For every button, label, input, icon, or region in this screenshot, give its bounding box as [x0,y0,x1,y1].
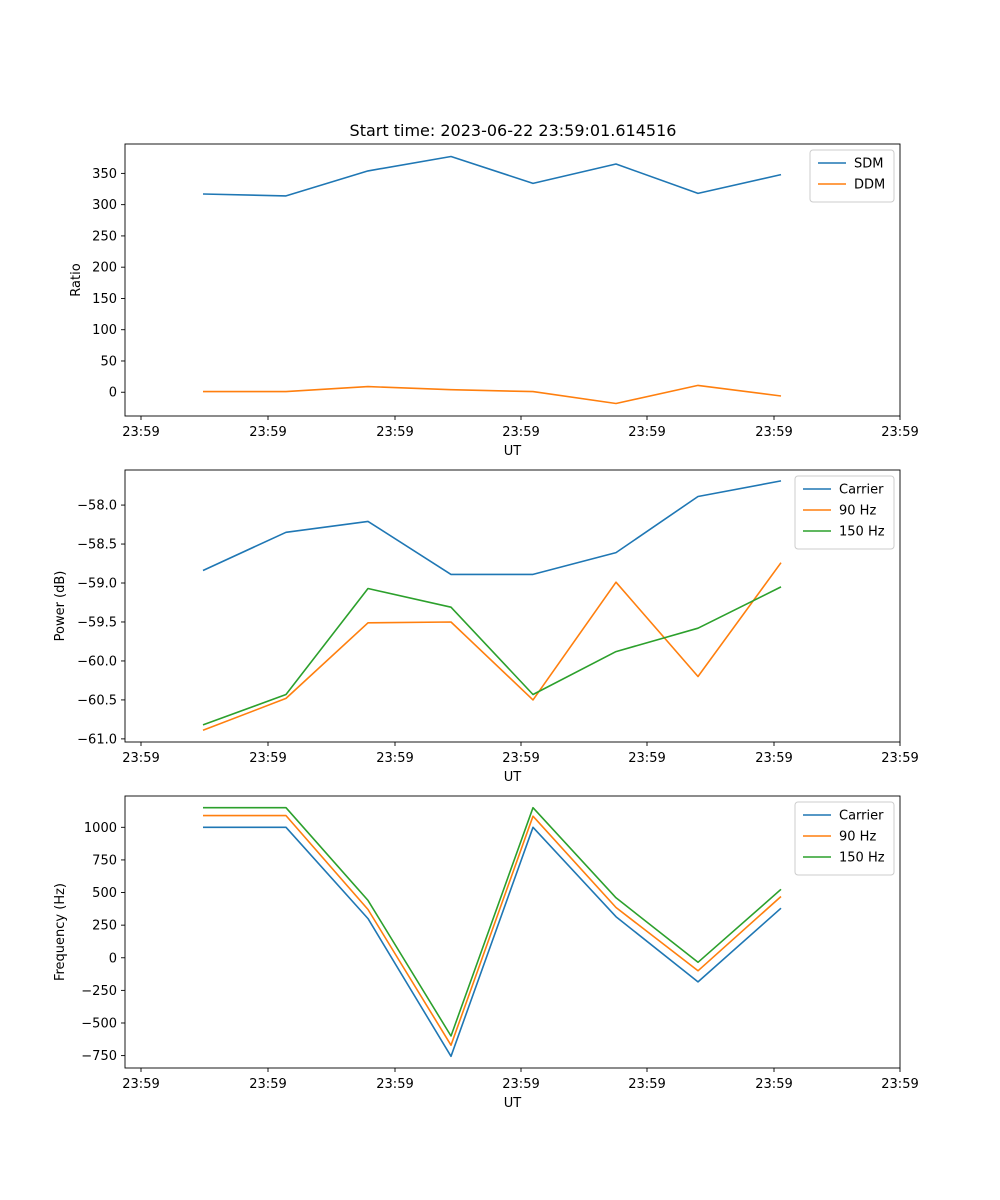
x-tick-label: 23:59 [376,1077,413,1092]
series-line-150-hz [203,806,782,1037]
plot-frame [124,469,901,743]
y-axis-label: Frequency (Hz) [53,883,68,981]
legend: Carrier 90 Hz 150 Hz [794,475,895,550]
y-tick-label: 150 [92,292,117,307]
series-line-150-hz [202,586,782,726]
y-tick-label: 300 [92,198,117,213]
y-tick-label: 100 [92,323,117,338]
y-tick-label: 350 [92,167,117,182]
y-tick-label: 0 [109,386,117,401]
series-line-90-hz [202,562,782,732]
y-tick-label: 250 [92,919,117,934]
x-tick-label: 23:59 [755,1077,792,1092]
x-tick-label: 23:59 [376,751,413,766]
x-tick-label: 23:59 [122,751,159,766]
y-tick-label: 500 [92,886,117,901]
x-tick-label: 23:59 [881,1077,918,1092]
y-tick-label: −60.0 [77,654,117,669]
chart-panel-3: −750 −500 −250 0 250 500 750 1000 23:59 23:59 23:5… [53,795,919,1111]
legend-label: 150 Hz [839,851,885,866]
x-tick-label: 23:59 [502,751,539,766]
x-tick-label: 23:59 [628,1077,665,1092]
x-axis-label: UT [504,770,522,785]
x-axis-label: UT [504,444,522,459]
legend-label: Carrier [839,483,884,498]
y-tick-label: 50 [100,354,117,369]
y-tick-label: −61.0 [77,732,117,747]
legend-label: 90 Hz [839,830,876,845]
legend: Carrier 90 Hz 150 Hz [794,801,895,876]
y-tick-label: −250 [81,984,117,999]
figure-title: Start time: 2023-06-22 23:59:01.614516 [350,121,677,140]
series-line-carrier [203,826,782,1058]
x-tick-label: 23:59 [249,751,286,766]
x-axis-label: UT [504,1096,522,1111]
legend-label: DDM [854,178,885,193]
x-tick-label: 23:59 [249,1077,286,1092]
y-tick-label: 250 [92,229,117,244]
y-tick-label: −750 [81,1049,117,1064]
x-tick-label: 23:59 [249,425,286,440]
legend-label: Carrier [839,809,884,824]
legend-label: 90 Hz [839,504,876,519]
y-tick-label: 0 [109,951,117,966]
y-tick-label: −59.0 [77,577,117,592]
x-tick-label: 23:59 [502,1077,539,1092]
x-tick-label: 23:59 [628,751,665,766]
legend-label: 150 Hz [839,525,885,540]
x-tick-label: 23:59 [628,425,665,440]
series-line-carrier [202,480,782,576]
x-tick-label: 23:59 [376,425,413,440]
x-tick-label: 23:59 [755,751,792,766]
y-tick-label: 200 [92,261,117,276]
chart-panel-2: −61.0 −60.5 −60.0 −59.5 −59.0 −58.5 −58.0 23:59… [53,469,919,785]
x-tick-label: 23:59 [502,425,539,440]
series-line-sdm [202,155,782,197]
y-tick-label: −58.0 [77,499,117,514]
x-tick-label: 23:59 [881,425,918,440]
x-tick-label: 23:59 [122,1077,159,1092]
series-line-ddm [203,384,782,405]
y-tick-label: 1000 [84,821,117,836]
x-tick-label: 23:59 [881,751,918,766]
legend-label: SDM [854,157,883,172]
x-tick-label: 23:59 [122,425,159,440]
series-line-90-hz [203,814,782,1046]
chart-panels: 0 50 100 150 200 250 300 350 23:59 23:59 23:59 23:5… [53,143,919,1111]
plot-frame [124,795,901,1069]
y-tick-label: −60.5 [77,693,117,708]
y-axis-label: Power (dB) [53,571,68,642]
x-tick-label: 23:59 [755,425,792,440]
y-tick-label: 750 [92,853,117,868]
y-tick-label: −59.5 [77,615,117,630]
legend: SDM DDM [809,149,895,203]
y-axis-label: Ratio [69,263,84,296]
y-tick-label: −58.5 [77,538,117,553]
plot-frame [124,143,901,417]
y-tick-label: −500 [81,1016,117,1031]
chart-panel-1: 0 50 100 150 200 250 300 350 23:59 23:59 23:59 23:5… [69,143,919,459]
